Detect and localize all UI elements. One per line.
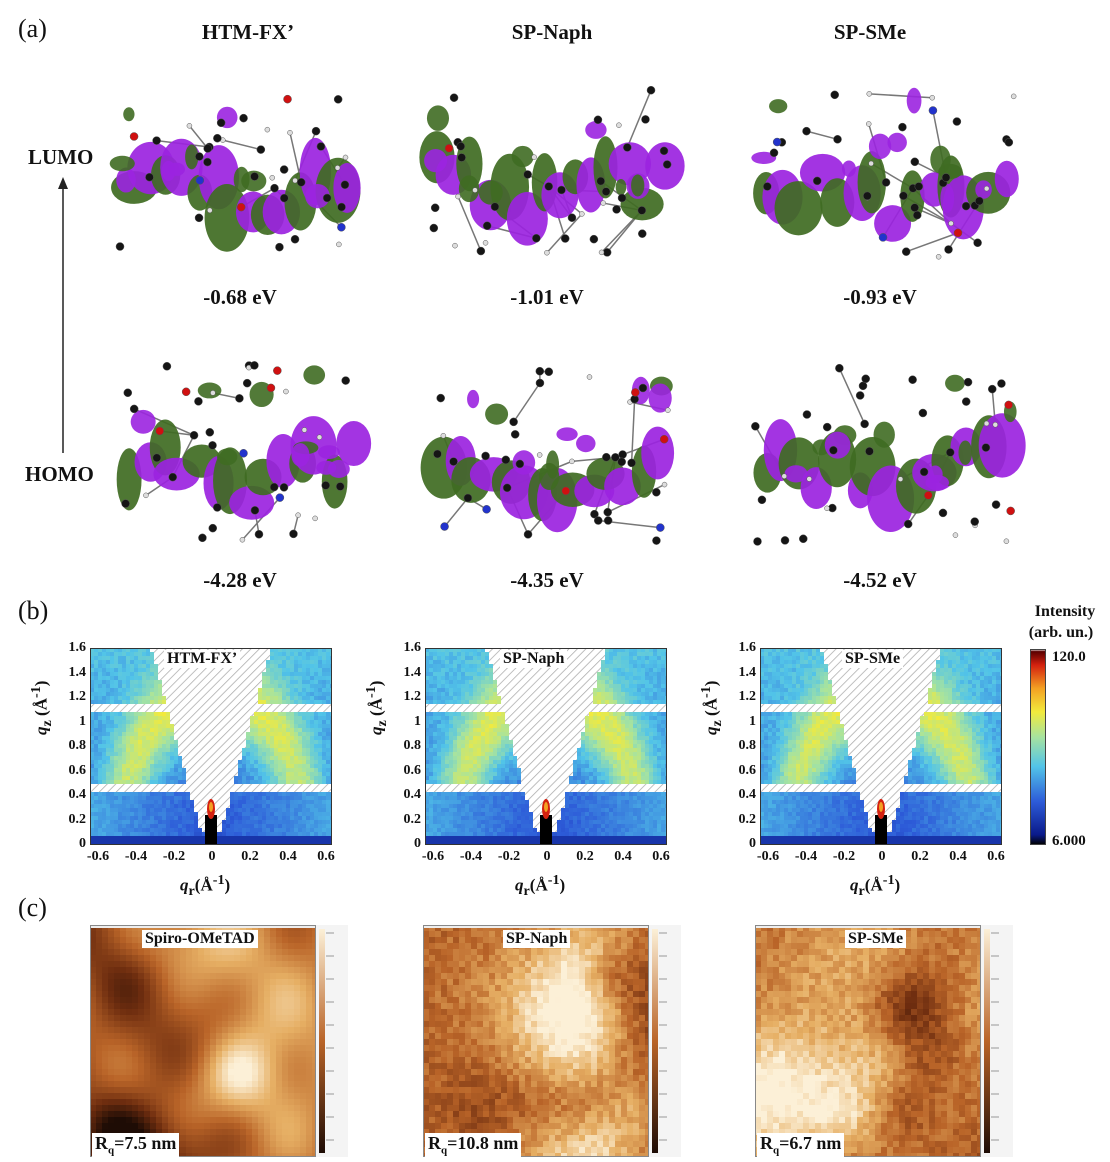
- afm-sample-label-3: SP-SMe: [845, 930, 906, 948]
- x-tick-label: 0.4: [607, 849, 639, 865]
- lumo-orbital-image-1: [100, 70, 380, 285]
- colorbar-min-label: 6.000: [1052, 833, 1086, 850]
- y-tick-label: 0.4: [58, 787, 86, 803]
- giwaxs-plot-area: [760, 648, 1002, 845]
- x-tick-label: -0.6: [417, 849, 449, 865]
- colorbar-max-label: 120.0: [1052, 649, 1086, 666]
- lumo-label: LUMO: [28, 145, 93, 170]
- y-tick-label: 1.2: [58, 689, 86, 705]
- afm-image-3: SP-SMe Rq=6.7 nm: [755, 925, 1013, 1162]
- x-tick-label: -0.2: [828, 849, 860, 865]
- lumo-orbital-image-3: [735, 70, 1035, 285]
- lumo-energy-2: -1.01 eV: [467, 285, 627, 310]
- x-tick-label: 0.6: [980, 849, 1012, 865]
- giwaxs-sample-label-2: SP-Naph: [500, 650, 567, 668]
- homo-energy-3: -4.52 eV: [800, 568, 960, 593]
- homo-orbital-image-1: [100, 345, 380, 570]
- rq-value-2: 10.8 nm: [457, 1133, 518, 1153]
- y-tick-label: 1.4: [58, 665, 86, 681]
- x-tick-label: -0.4: [120, 849, 152, 865]
- y-tick-label: 0.8: [393, 738, 421, 754]
- lumo-orbital-image-2: [410, 70, 690, 285]
- x-tick-label: -0.4: [790, 849, 822, 865]
- x-tick-label: 0.2: [569, 849, 601, 865]
- x-tick-label: -0.2: [493, 849, 525, 865]
- y-tick-label: 0.2: [58, 812, 86, 828]
- x-axis-title-1: qr(Å-1): [180, 872, 230, 900]
- y-tick-label: 1.4: [393, 665, 421, 681]
- giwaxs-sample-label-3: SP-SMe: [842, 650, 903, 668]
- y-tick-label: 1.6: [728, 640, 756, 656]
- panel-b-label: (b): [18, 596, 48, 626]
- y-tick-label: 1: [58, 714, 86, 730]
- x-tick-label: 0: [196, 849, 228, 865]
- giwaxs-plot-area: [425, 648, 667, 845]
- afm-roughness-3: Rq=6.7 nm: [757, 1133, 844, 1157]
- panel-c-label: (c): [18, 893, 47, 923]
- x-tick-label: -0.4: [455, 849, 487, 865]
- x-tick-label: -0.6: [752, 849, 784, 865]
- afm-roughness-1: Rq=7.5 nm: [92, 1133, 179, 1157]
- energy-arrow: [55, 175, 71, 455]
- y-tick-label: 0.6: [728, 763, 756, 779]
- y-tick-label: 1: [393, 714, 421, 730]
- y-tick-label: 1.6: [393, 640, 421, 656]
- lumo-energy-1: -0.68 eV: [160, 285, 320, 310]
- afm-image-1: Spiro-OMeTAD Rq=7.5 nm: [90, 925, 348, 1162]
- homo-energy-1: -4.28 eV: [160, 568, 320, 593]
- colorbar: [1030, 649, 1046, 845]
- rq-value-3: 6.7 nm: [789, 1133, 841, 1153]
- y-tick-label: 1.2: [393, 689, 421, 705]
- x-tick-label: -0.6: [82, 849, 114, 865]
- x-tick-label: -0.2: [158, 849, 190, 865]
- molecule-title-1: HTM-FX’: [138, 20, 358, 45]
- afm-roughness-2: Rq=10.8 nm: [425, 1133, 521, 1157]
- y-tick-label: 0.2: [393, 812, 421, 828]
- x-tick-label: 0.6: [645, 849, 677, 865]
- homo-orbital-image-3: [735, 345, 1035, 570]
- homo-energy-2: -4.35 eV: [467, 568, 627, 593]
- molecule-title-2: SP-Naph: [442, 20, 662, 45]
- x-tick-label: 0.4: [942, 849, 974, 865]
- y-tick-label: 0.2: [728, 812, 756, 828]
- rq-value-1: 7.5 nm: [124, 1133, 176, 1153]
- y-tick-label: 0.6: [393, 763, 421, 779]
- x-tick-label: 0: [866, 849, 898, 865]
- y-tick-label: 1.6: [58, 640, 86, 656]
- y-tick-label: 0.8: [728, 738, 756, 754]
- y-tick-label: 1.4: [728, 665, 756, 681]
- y-tick-label: 1: [728, 714, 756, 730]
- y-axis-title-2: qz (Å-1): [363, 681, 391, 735]
- y-axis-title-3: qz (Å-1): [698, 681, 726, 735]
- giwaxs-sample-label-1: HTM-FX’: [164, 650, 240, 668]
- y-tick-label: 0.6: [58, 763, 86, 779]
- homo-label: HOMO: [25, 462, 94, 487]
- x-axis-title-3: qr(Å-1): [850, 872, 900, 900]
- x-tick-label: 0: [531, 849, 563, 865]
- colorbar-title-line2: (arb. un.): [1012, 624, 1110, 642]
- afm-sample-label-2: SP-Naph: [503, 930, 570, 948]
- x-tick-label: 0.4: [272, 849, 304, 865]
- y-tick-label: 0.4: [393, 787, 421, 803]
- x-axis-title-2: qr(Å-1): [515, 872, 565, 900]
- homo-orbital-image-2: [410, 345, 690, 570]
- afm-sample-label-1: Spiro-OMeTAD: [142, 930, 258, 948]
- y-tick-label: 0.8: [58, 738, 86, 754]
- y-tick-label: 1.2: [728, 689, 756, 705]
- y-tick-label: 0.4: [728, 787, 756, 803]
- panel-a-label: (a): [18, 14, 47, 44]
- colorbar-title-line1: Intensity: [1020, 603, 1110, 621]
- y-axis-title-1: qz (Å-1): [28, 681, 56, 735]
- x-tick-label: 0.2: [904, 849, 936, 865]
- afm-image-2: SP-Naph Rq=10.8 nm: [423, 925, 681, 1162]
- x-tick-label: 0.2: [234, 849, 266, 865]
- lumo-energy-3: -0.93 eV: [800, 285, 960, 310]
- x-tick-label: 0.6: [310, 849, 342, 865]
- giwaxs-plot-area: [90, 648, 332, 845]
- molecule-title-3: SP-SMe: [760, 20, 980, 45]
